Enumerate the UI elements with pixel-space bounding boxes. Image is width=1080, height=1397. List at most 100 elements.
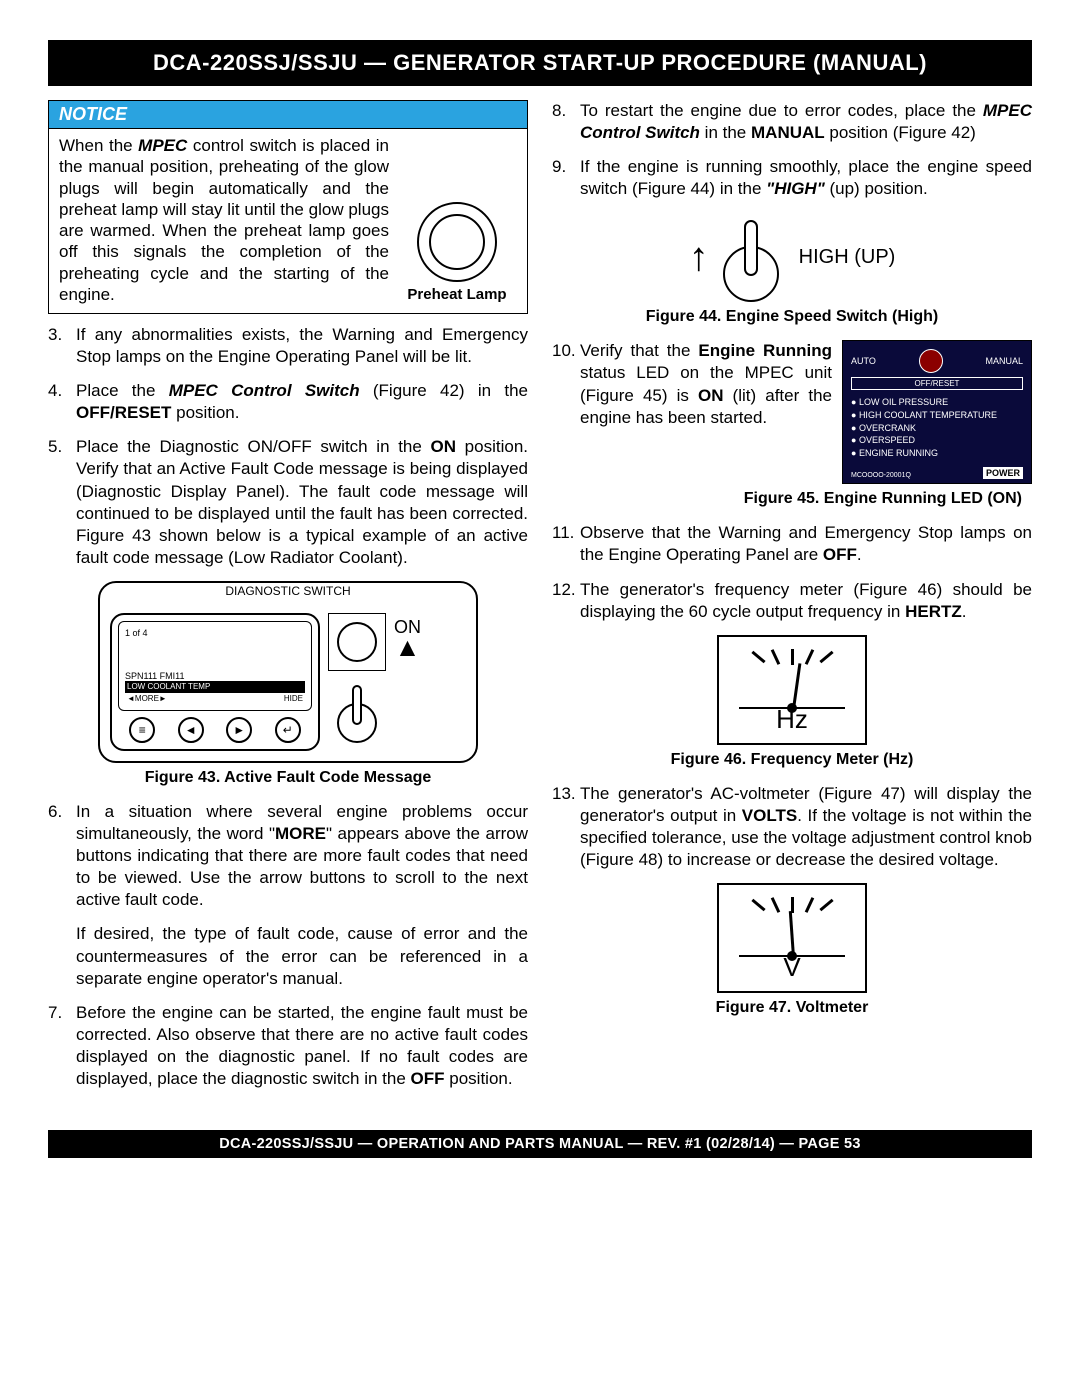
screen-line-3: LOW COOLANT TEMP — [127, 682, 210, 691]
step-10: 10. Verify that the Engine Running statu… — [552, 340, 832, 428]
figure-43-caption: Figure 43. Active Fault Code Message — [48, 769, 528, 787]
hz-unit: Hz — [719, 704, 865, 735]
notice-header: NOTICE — [49, 101, 527, 129]
step-13: 13. The generator's AC-voltmeter (Figure… — [552, 783, 1032, 871]
step-10-b1: Engine Running — [698, 341, 832, 360]
enter-button-icon: ↵ — [275, 717, 301, 743]
left-steps-list-2: 6. In a situation where several engine p… — [48, 801, 528, 911]
step-6-subpara: If desired, the type of fault code, caus… — [76, 923, 528, 989]
step-8-b2: MANUAL — [751, 123, 825, 142]
up-arrow-large-icon: ↑ — [689, 235, 709, 280]
right-steps-list-3: 13. The generator's AC-voltmeter (Figure… — [552, 783, 1032, 871]
step-13-num: 13. — [552, 783, 580, 871]
step-10-pre: Verify that the — [580, 341, 698, 360]
page-footer: DCA-220SSJ/SSJU — OPERATION AND PARTS MA… — [48, 1130, 1032, 1158]
step-5-post: position. Verify that an Active Fault Co… — [76, 437, 528, 566]
figure-47: V — [552, 883, 1032, 993]
notice-body: When the MPEC control switch is placed i… — [49, 129, 527, 313]
step-4-post: position. — [171, 403, 239, 422]
lamp-outer-circle — [417, 202, 497, 282]
speed-toggle-icon — [721, 212, 781, 302]
step-4-num: 4. — [48, 380, 76, 424]
led-item-running: ENGINE RUNNING — [851, 447, 1023, 460]
step-11: 11. Observe that the Warning and Emergen… — [552, 522, 1032, 566]
figure-45-panel: AUTO MANUAL OFF/RESET LOW OIL PRESSURE H… — [842, 340, 1032, 484]
diagnostic-display-unit: 1 of 4 SPN111 FMI11 LOW COOLANT TEMP ◄MO… — [110, 613, 320, 751]
figure-44-caption: Figure 44. Engine Speed Switch (High) — [552, 308, 1032, 326]
lamp-inner-circle — [429, 214, 485, 270]
step-8-post: position (Figure 42) — [825, 123, 976, 142]
step-9-post: (up) position. — [825, 179, 928, 198]
led-item-coolant: HIGH COOLANT TEMPERATURE — [851, 409, 1023, 422]
right-steps-list: 8. To restart the engine due to error co… — [552, 100, 1032, 200]
mq-power-logo: POWER — [983, 467, 1023, 479]
step-9-b1: "HIGH" — [766, 179, 825, 198]
toggle-switch-icon — [337, 675, 377, 743]
screen-more: ◄MORE► — [127, 694, 167, 703]
notice-mpec: MPEC — [138, 136, 187, 155]
screen-line-2: SPN111 FMI11 — [125, 671, 305, 681]
led-auto: AUTO — [851, 356, 876, 366]
left-steps-list: 3. If any abnormalities exists, the Warn… — [48, 324, 528, 569]
led-item-overcrank: OVERCRANK — [851, 422, 1023, 435]
figure-43: DIAGNOSTIC SWITCH 1 of 4 SPN111 FMI11 LO… — [48, 581, 528, 763]
step-10-num: 10. — [552, 340, 580, 428]
step-11-post: . — [857, 545, 862, 564]
step-10-b2: ON — [698, 386, 724, 405]
notice-box: NOTICE When the MPEC control switch is p… — [48, 100, 528, 314]
step-5: 5. Place the Diagnostic ON/OFF switch in… — [48, 436, 528, 569]
notice-text-post: control switch is placed in the manual p… — [59, 136, 389, 304]
step-5-b1: ON — [431, 437, 457, 456]
step-11-num: 11. — [552, 522, 580, 566]
step-6: 6. In a situation where several engine p… — [48, 801, 528, 911]
step-8-mid: in the — [700, 123, 751, 142]
led-code: MCOOOO-20001Q — [851, 472, 911, 479]
left-button-icon: ◄ — [178, 717, 204, 743]
step-12-num: 12. — [552, 579, 580, 623]
figure-46: Hz — [552, 635, 1032, 745]
figure-45-caption: Figure 45. Engine Running LED (ON) — [552, 490, 1022, 508]
step-12-b1: HERTZ — [905, 602, 962, 621]
preheat-lamp-figure: Preheat Lamp — [397, 135, 517, 305]
step-13-b1: VOLTS — [742, 806, 797, 825]
step-5-pre: Place the Diagnostic ON/OFF switch in th… — [76, 437, 431, 456]
led-item-overspeed: OVERSPEED — [851, 434, 1023, 447]
menu-button-icon: ≡ — [129, 717, 155, 743]
step-7-num: 7. — [48, 1002, 76, 1090]
step-7: 7. Before the engine can be started, the… — [48, 1002, 528, 1090]
step-9-num: 9. — [552, 156, 580, 200]
step-4-mid: (Figure 42) in the — [360, 381, 528, 400]
step-6-num: 6. — [48, 801, 76, 911]
left-steps-list-3: 7. Before the engine can be started, the… — [48, 1002, 528, 1090]
up-arrow-icon: ▲ — [395, 638, 421, 656]
right-column: 8. To restart the engine due to error co… — [552, 100, 1032, 1102]
diagnostic-switch-label: DIAGNOSTIC SWITCH — [225, 585, 350, 598]
preheat-lamp-label: Preheat Lamp — [407, 286, 506, 305]
led-off-reset: OFF/RESET — [851, 377, 1023, 390]
step-4-pre: Place the — [76, 381, 169, 400]
step-4-b2: OFF/RESET — [76, 403, 171, 422]
step-9: 9. If the engine is running smoothly, pl… — [552, 156, 1032, 200]
figure-44: ↑ HIGH (UP) — [552, 212, 1032, 302]
notice-text-pre: When the — [59, 136, 138, 155]
step-10-row: 10. Verify that the Engine Running statu… — [552, 340, 1032, 484]
connector-icon — [328, 613, 386, 671]
step-8-pre: To restart the engine due to error codes… — [580, 101, 983, 120]
right-steps-list-2: 11. Observe that the Warning and Emergen… — [552, 522, 1032, 622]
screen-hide: HIDE — [284, 694, 303, 703]
step-3-text: If any abnormalities exists, the Warning… — [76, 324, 528, 368]
figure-46-caption: Figure 46. Frequency Meter (Hz) — [552, 751, 1032, 769]
step-3-num: 3. — [48, 324, 76, 368]
figure-47-caption: Figure 47. Voltmeter — [552, 999, 1032, 1017]
led-manual: MANUAL — [985, 356, 1023, 366]
step-4-b1: MPEC Control Switch — [169, 381, 360, 400]
led-item-oil: LOW OIL PRESSURE — [851, 396, 1023, 409]
right-button-icon: ► — [226, 717, 252, 743]
step-12-post: . — [962, 602, 967, 621]
left-column: NOTICE When the MPEC control switch is p… — [48, 100, 528, 1102]
step-8-num: 8. — [552, 100, 580, 144]
step-3: 3. If any abnormalities exists, the Warn… — [48, 324, 528, 368]
step-7-b1: OFF — [411, 1069, 445, 1088]
v-unit: V — [719, 952, 865, 983]
step-11-pre: Observe that the Warning and Emergency S… — [580, 523, 1032, 564]
